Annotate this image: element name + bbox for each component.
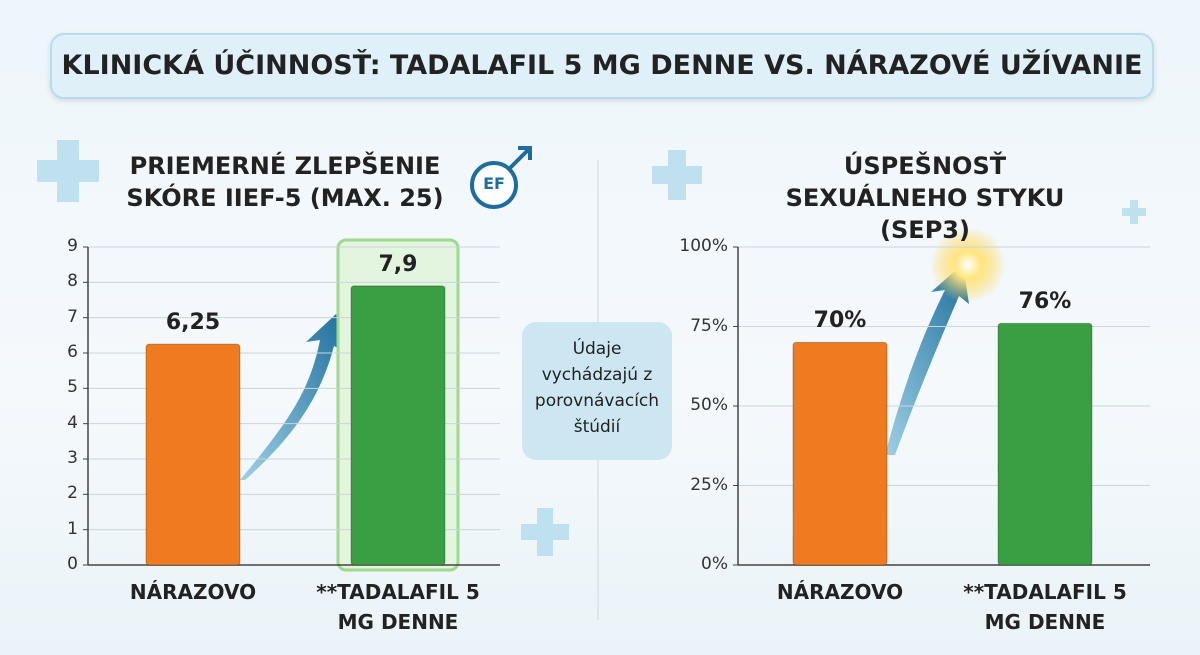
glow: [930, 227, 1006, 303]
y-tick-label: 6: [67, 342, 78, 362]
trend-arrow: [885, 264, 969, 455]
value-label: 7,9: [378, 251, 418, 277]
note: Údaje vychádzajú z porovnávacích štúdií: [522, 322, 672, 460]
y-tick-label: 4: [67, 412, 78, 433]
value-label: 70%: [813, 308, 867, 334]
y-tick-label: 3: [67, 448, 78, 468]
y-tick-label: 5: [67, 377, 78, 398]
trend-arrow: [240, 314, 346, 480]
y-tick-label: 0%: [701, 554, 728, 574]
x-tick-label: **TADALAFIL 5 MG DENNE: [316, 580, 480, 634]
bar: [350, 285, 446, 566]
bar: [997, 322, 1093, 566]
y-tick-label: 7: [67, 306, 78, 327]
chart-title: ÚSPEŠNOSŤ SEXUÁLNEHO STYKU (SEP3): [785, 152, 1065, 244]
y-tick-label: 25%: [690, 474, 728, 495]
male-icon-arrow: [508, 146, 532, 170]
y-tick-label: 2: [67, 483, 78, 504]
bar: [792, 341, 888, 566]
y-tick-label: 8: [67, 271, 78, 292]
male-icon: [470, 161, 518, 209]
x-tick-label: NÁRAZOVO: [129, 580, 257, 604]
y-tick-label: 75%: [690, 315, 728, 336]
icon-label: EF: [483, 174, 505, 193]
y-tick-label: 50%: [690, 395, 728, 415]
y-tick-label: 9: [67, 236, 78, 256]
main-title: KLINICKÁ ÚČINNOSŤ: TADALAFIL 5 MG DENNE …: [50, 33, 1154, 99]
value-label: 76%: [1018, 289, 1072, 315]
bar: [145, 343, 241, 566]
value-label: 6,25: [165, 310, 221, 336]
x-tick-label: NÁRAZOVO: [776, 580, 904, 604]
y-tick-label: 0: [67, 554, 78, 574]
y-tick-label: 1: [67, 518, 78, 539]
chart-title: PRIEMERNÉ ZLEPŠENIE SKÓRE IIEF-5 (MAX. 2…: [126, 152, 444, 212]
x-tick-label: **TADALAFIL 5 MG DENNE: [963, 580, 1127, 634]
y-tick-label: 100%: [679, 236, 728, 256]
decor-crosses: [37, 140, 1146, 556]
